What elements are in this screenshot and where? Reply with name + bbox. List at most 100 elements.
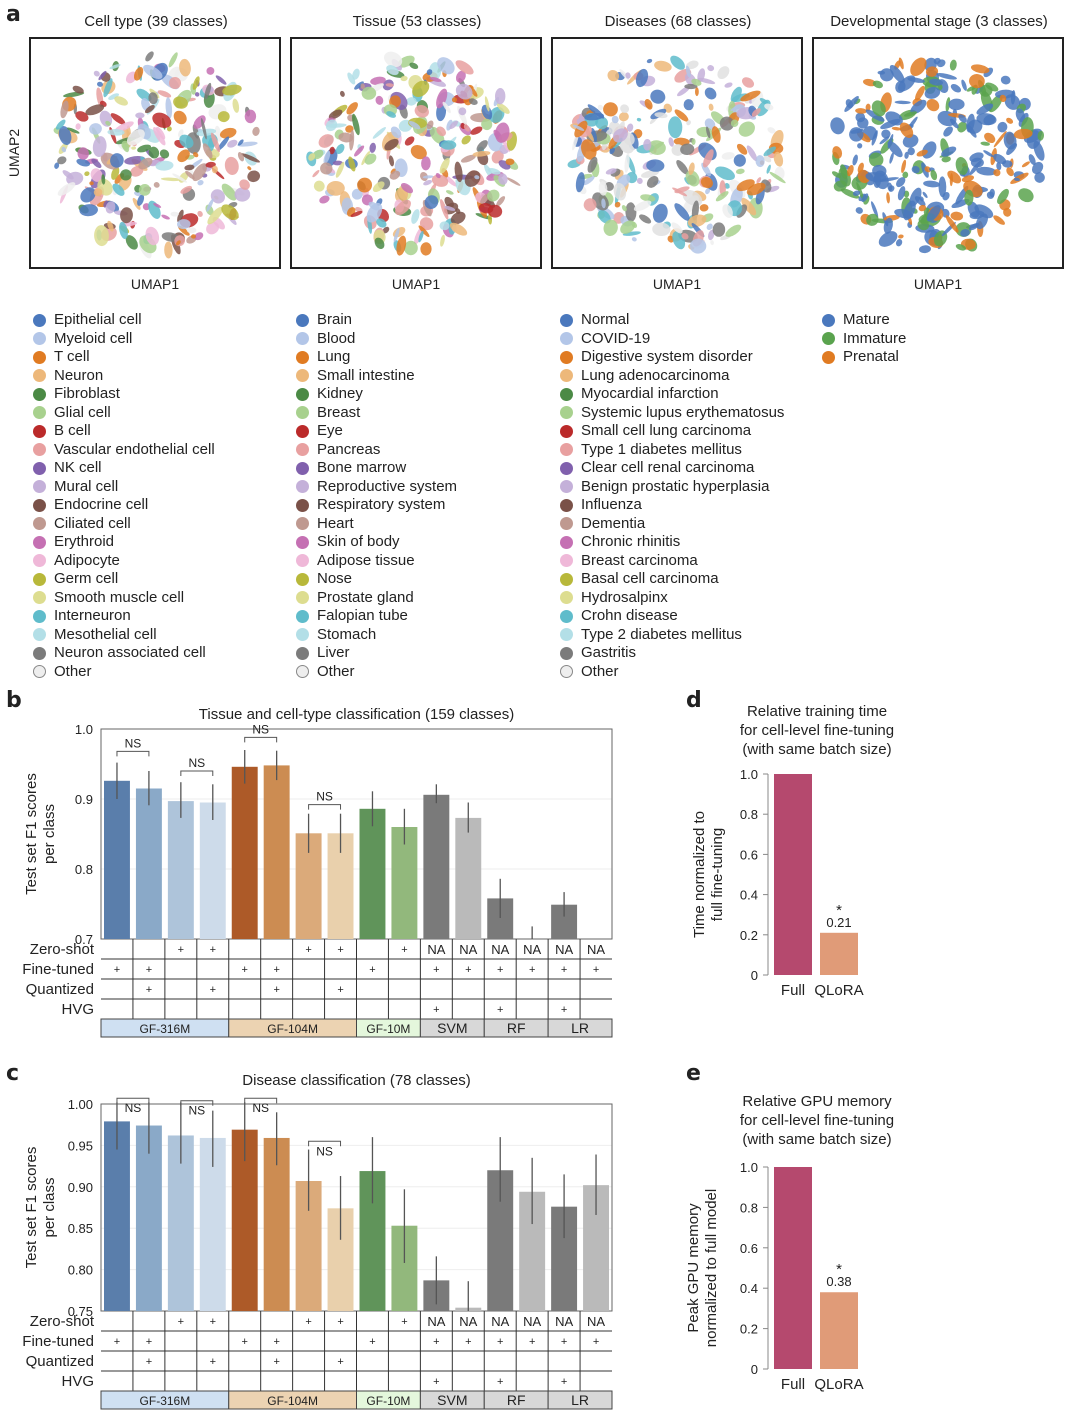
umap-cluster	[173, 96, 188, 109]
y-tick-label: 0.2	[740, 1322, 758, 1337]
legend-label: Endocrine cell	[54, 496, 149, 514]
umap-cluster	[153, 203, 162, 208]
umap-cluster	[207, 206, 224, 225]
legend-swatch	[296, 498, 309, 512]
umap-cluster	[136, 88, 152, 102]
umap-cluster	[738, 121, 755, 137]
umap-cluster	[895, 80, 906, 93]
umap-cluster	[92, 136, 107, 158]
legend-label: NK cell	[54, 459, 102, 477]
umap-cluster	[898, 57, 904, 70]
umap-title-diseases: Diseases (68 classes)	[604, 13, 752, 30]
umap-cluster	[612, 128, 628, 143]
umap-cluster	[470, 126, 483, 135]
umap-cluster	[239, 179, 250, 190]
umap-cluster	[366, 202, 383, 223]
umap-cluster	[153, 127, 166, 146]
condition-mark: +	[497, 1336, 503, 1348]
umap-cluster	[237, 139, 244, 146]
legend-swatch	[822, 350, 835, 364]
umap-cluster	[949, 59, 957, 71]
significance-label: NS	[125, 1101, 142, 1115]
umap-cluster	[348, 156, 356, 172]
umap-cluster	[449, 222, 468, 236]
umap-cluster	[887, 133, 894, 149]
umap-cluster	[496, 196, 506, 207]
umap-cluster	[57, 156, 67, 165]
umap-cluster	[420, 242, 432, 256]
umap-cluster	[172, 173, 188, 183]
umap-cluster	[372, 127, 386, 139]
legend-swatch	[296, 554, 309, 568]
umap-cluster	[635, 68, 649, 88]
umap-cluster	[719, 116, 735, 131]
legend-item: Stomach	[296, 626, 457, 645]
legend-dev-stage: Mature Immature Prenatal	[822, 311, 906, 367]
legend-item: Other	[296, 663, 457, 682]
umap-cluster	[449, 120, 459, 130]
umap-cluster	[922, 191, 928, 198]
condition-mark: +	[401, 944, 407, 956]
bar	[104, 1121, 130, 1311]
umap-cluster	[950, 211, 964, 221]
condition-mark: +	[146, 964, 152, 976]
umap-cluster	[390, 126, 402, 139]
condition-mark: +	[561, 964, 567, 976]
umap-cluster	[179, 58, 191, 77]
legend-label: Mature	[843, 311, 890, 329]
legend-swatch	[296, 480, 309, 494]
umap-cluster	[375, 95, 384, 105]
legend-label: B cell	[54, 422, 91, 440]
umap-cluster	[722, 204, 733, 218]
legend-item: Germ cell	[33, 570, 215, 589]
umap-cluster	[769, 171, 786, 184]
condition-row-label: Zero-shot	[30, 1313, 95, 1330]
legend-swatch	[296, 424, 309, 438]
umap-cluster	[625, 72, 631, 79]
umap-cluster	[904, 151, 909, 159]
legend-swatch	[33, 443, 46, 457]
legend-item: Dementia	[560, 515, 784, 534]
panel-label-a: a	[6, 2, 21, 27]
umap-cluster	[880, 118, 901, 130]
umap-cluster	[364, 153, 377, 165]
legend-label: Vascular endothelial cell	[54, 440, 215, 458]
umap-cluster	[461, 135, 471, 145]
umap-cluster	[919, 196, 924, 202]
legend-label: Other	[54, 662, 92, 680]
bar	[263, 765, 290, 939]
y-axis-label-line: Time normalized to	[691, 811, 708, 938]
bar	[167, 801, 194, 939]
legend-item: Skin of body	[296, 533, 457, 552]
legend-label: Bone marrow	[317, 459, 407, 477]
umap-cluster	[414, 105, 429, 118]
umap-cluster	[418, 230, 424, 243]
umap-cluster	[145, 226, 160, 246]
umap-cluster	[966, 113, 975, 133]
legend-label: Crohn disease	[581, 607, 678, 625]
umap-cluster	[328, 109, 343, 120]
bar-value-label: 0.38	[826, 1274, 851, 1289]
y-tick-label: 0.8	[740, 807, 758, 822]
umap-cluster	[626, 123, 634, 132]
umap-cluster	[1013, 128, 1033, 140]
umap-cluster	[383, 51, 403, 68]
umap-cluster	[764, 103, 774, 111]
umap-cluster	[79, 204, 98, 217]
umap-cluster	[177, 149, 190, 163]
legend-swatch	[296, 332, 309, 346]
umap-cluster	[964, 189, 974, 206]
condition-row-label: Quantized	[26, 1353, 94, 1370]
y-tick-label: 0.4	[740, 888, 758, 903]
condition-mark: NA	[523, 942, 541, 957]
umap-cluster	[91, 158, 102, 169]
umap-cluster	[929, 78, 943, 86]
legend-item: Type 1 diabetes mellitus	[560, 441, 784, 460]
umap-cluster	[89, 123, 102, 135]
condition-row-label: Quantized	[26, 981, 94, 998]
umap-cluster	[889, 152, 894, 164]
umap-cluster	[590, 128, 597, 143]
legend-label: Stomach	[317, 625, 377, 643]
umap-cluster	[101, 174, 106, 185]
umap-cluster	[335, 161, 345, 178]
